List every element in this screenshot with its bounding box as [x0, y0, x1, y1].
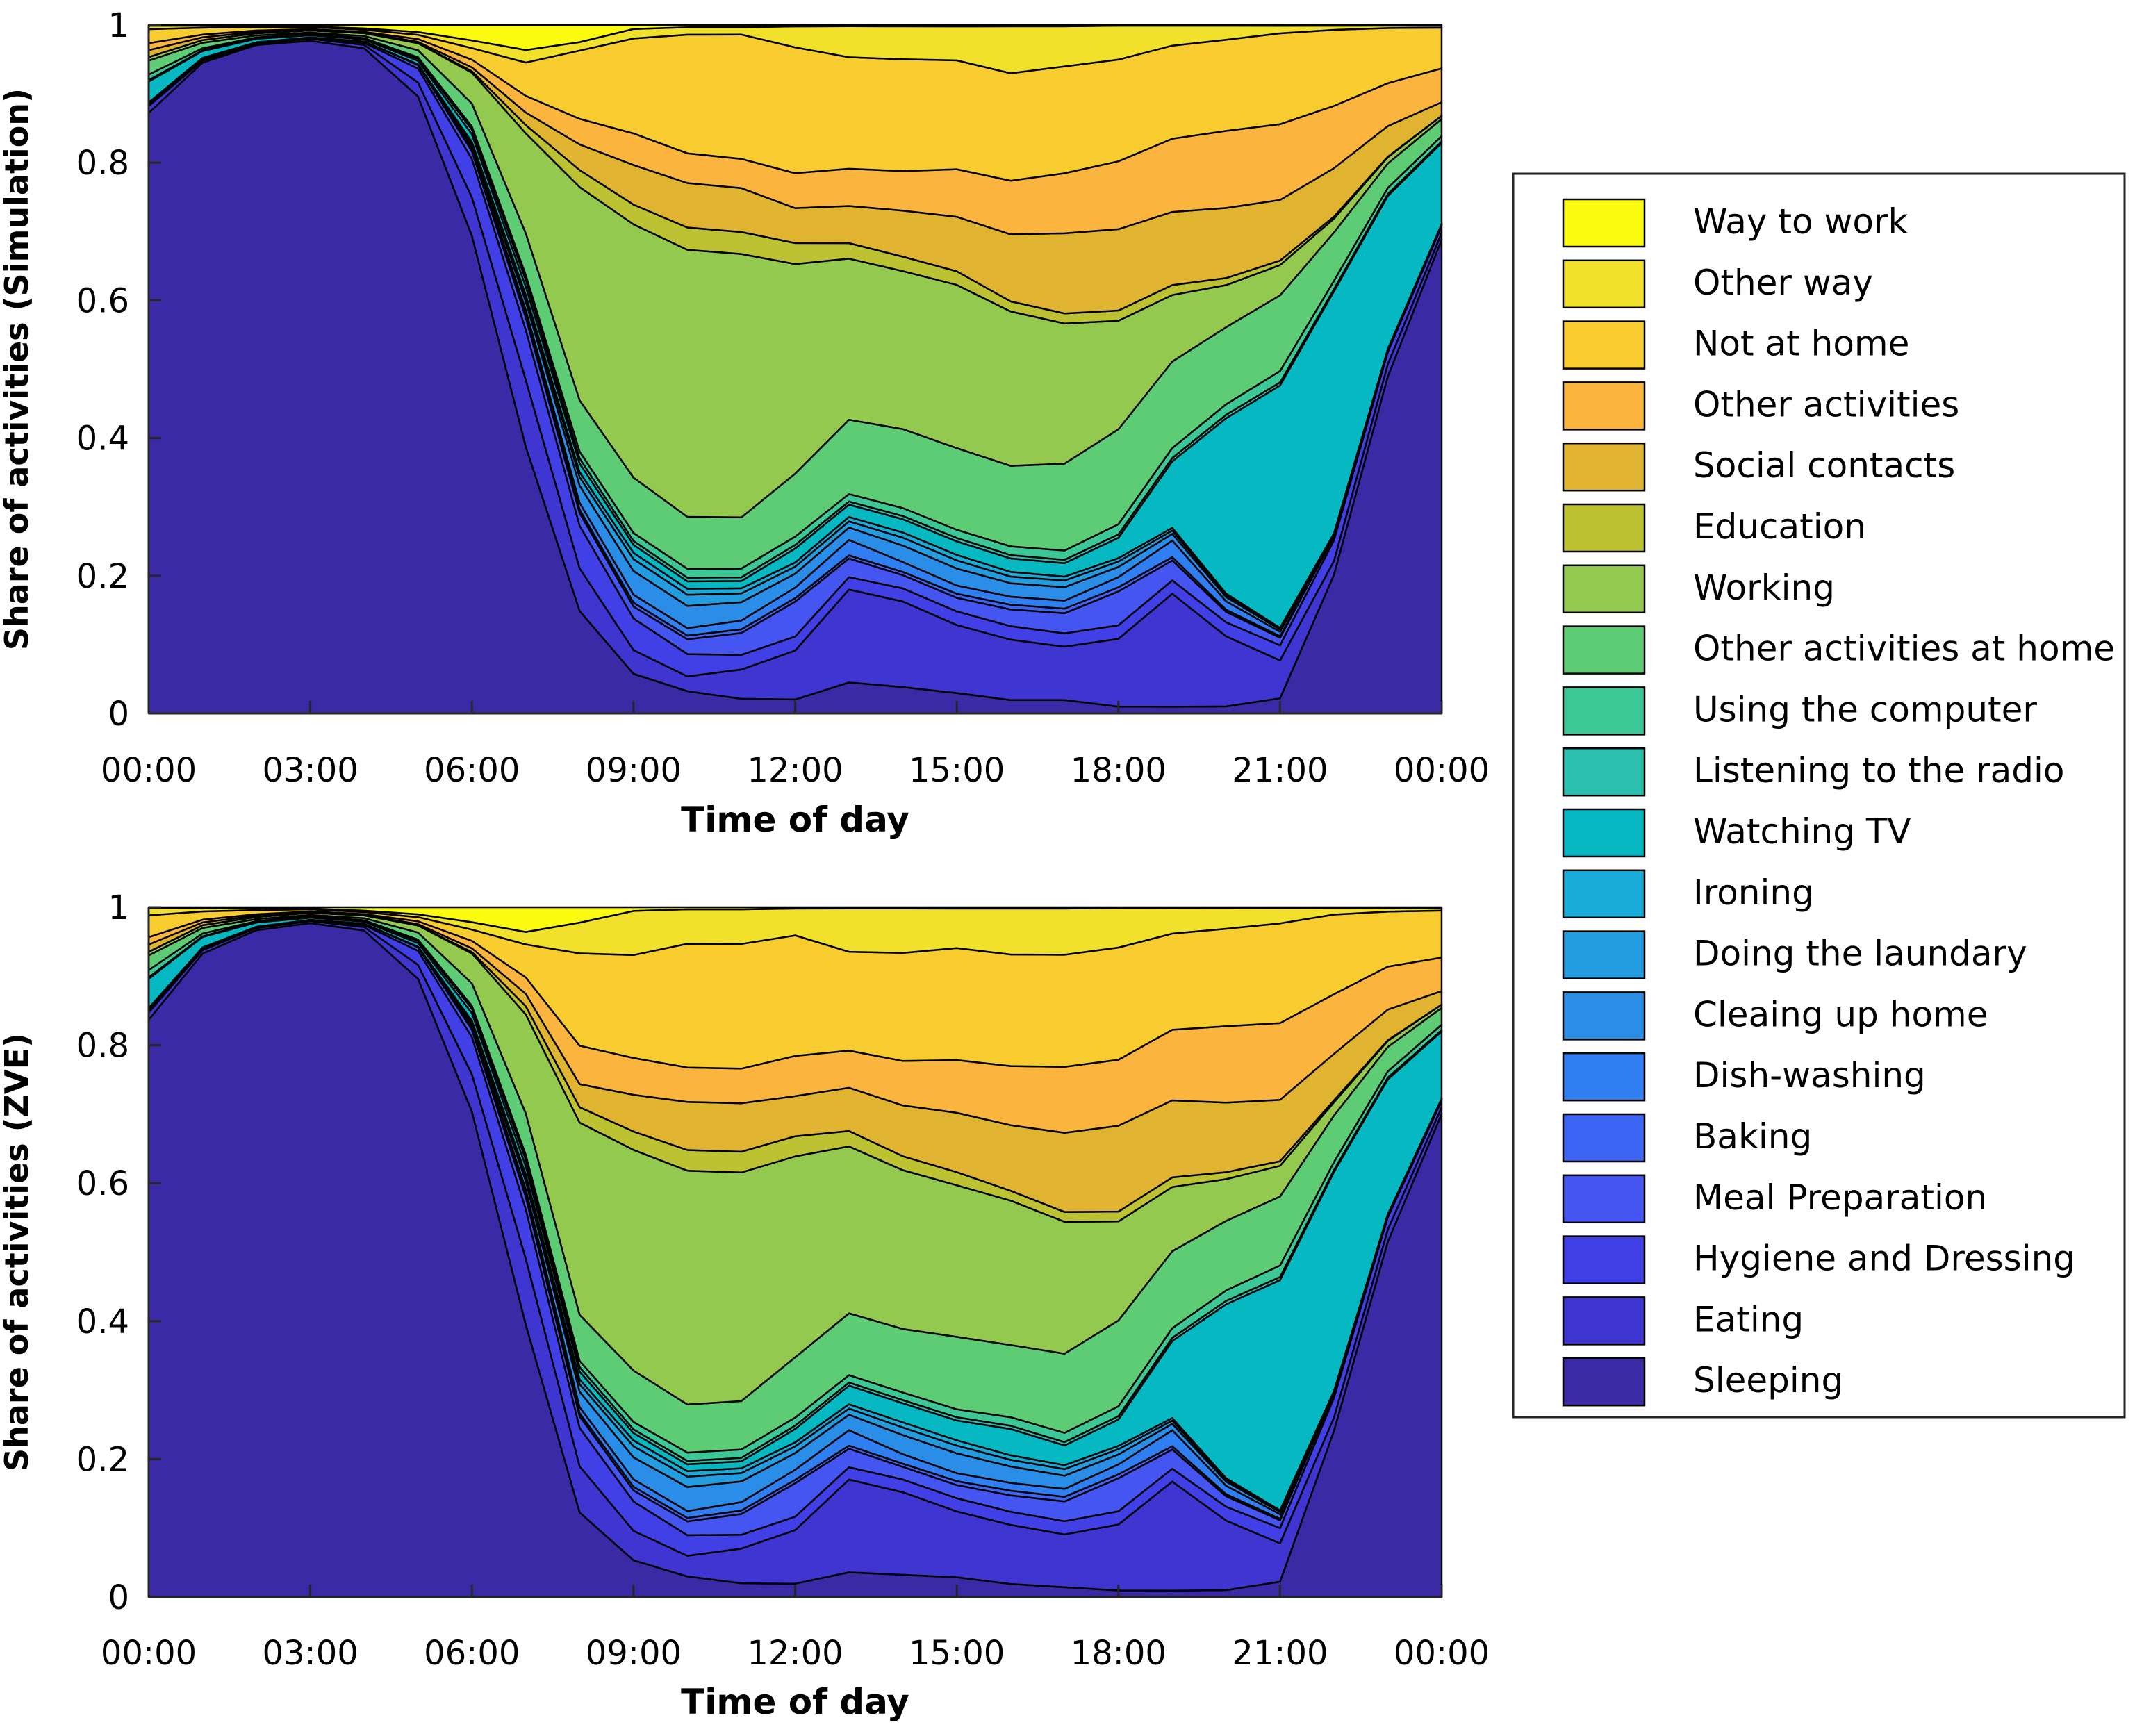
legend-label-working: Working — [1693, 568, 1835, 608]
x-tick-label: 09:00 — [586, 1634, 682, 1673]
legend-label-meal-preparation: Meal Preparation — [1693, 1177, 1987, 1218]
legend-swatch-cleaing-up-home — [1562, 991, 1646, 1041]
legend-label-education: Education — [1693, 506, 1866, 547]
x-tick-label: 06:00 — [424, 751, 520, 790]
x-tick-label: 18:00 — [1071, 751, 1167, 790]
x-axis-label: Time of day — [681, 800, 909, 840]
legend-swatch-doing-the-laundary — [1562, 930, 1646, 979]
legend-swatch-listening-to-the-radio — [1562, 747, 1646, 797]
x-tick-label: 03:00 — [262, 751, 358, 790]
legend-label-way-to-work: Way to work — [1693, 201, 1908, 242]
legend-label-hygiene-and-dressing: Hygiene and Dressing — [1693, 1239, 2075, 1279]
legend-label-other-activities: Other activities — [1693, 384, 1959, 424]
legend-swatch-hygiene-and-dressing — [1562, 1235, 1646, 1284]
legend-swatch-ironing — [1562, 869, 1646, 919]
y-tick-label: 0 — [108, 695, 129, 734]
legend-swatch-baking — [1562, 1113, 1646, 1163]
legend-swatch-social-contacts — [1562, 442, 1646, 492]
x-tick-label: 15:00 — [909, 1634, 1005, 1673]
y-tick-label: 0.4 — [76, 420, 129, 458]
y-tick-label: 0.6 — [76, 281, 129, 320]
y-tick-label: 1 — [108, 888, 129, 927]
legend-swatch-other-activities-at-home — [1562, 625, 1646, 675]
y-tick-label: 0.4 — [76, 1303, 129, 1341]
y-tick-label: 1 — [108, 6, 129, 45]
x-tick-label: 03:00 — [262, 1634, 358, 1673]
legend-label-doing-the-laundary: Doing the laundary — [1693, 934, 2027, 974]
x-tick-label: 12:00 — [747, 751, 843, 790]
legend-label-social-contacts: Social contacts — [1693, 445, 1955, 486]
y-tick-label: 0.8 — [76, 144, 129, 183]
y-tick-label: 0.8 — [76, 1027, 129, 1066]
legend-label-using-the-computer: Using the computer — [1693, 689, 2037, 729]
legend-swatch-watching-tv — [1562, 808, 1646, 858]
x-tick-label: 18:00 — [1071, 1634, 1167, 1673]
legend-swatch-way-to-work — [1562, 198, 1646, 248]
x-axis-label: Time of day — [681, 1682, 909, 1722]
y-tick-label: 0 — [108, 1578, 129, 1617]
x-tick-label: 21:00 — [1232, 1634, 1328, 1673]
chart-simulation: 00:00 03:00 06:00 09:00 12:00 15:00 18:00 21:00… — [0, 6, 1490, 840]
legend-swatch-other-activities — [1562, 381, 1646, 431]
x-tick-label: 15:00 — [909, 751, 1005, 790]
x-tick-label: 09:00 — [586, 751, 682, 790]
legend-label-eating: Eating — [1693, 1299, 1804, 1339]
legend-label-sleeping: Sleeping — [1693, 1360, 1843, 1400]
legend-label-other-activities-at-home: Other activities at home — [1693, 629, 2115, 669]
x-tick-label: 00:00 — [101, 1634, 197, 1673]
area-way-to-work — [147, 24, 1443, 51]
legend-swatch-eating — [1562, 1296, 1646, 1346]
y-axis-label: Share of activities (ZVE) — [0, 1033, 35, 1471]
x-tick-label: 12:00 — [747, 1634, 843, 1673]
chart-zve: 00:00 03:00 06:00 09:00 12:00 15:00 18:00 21:00… — [0, 888, 1490, 1722]
legend-swatch-meal-preparation — [1562, 1174, 1646, 1224]
legend-label-listening-to-the-radio: Listening to the radio — [1693, 750, 2065, 791]
legend-swatch-not-at-home — [1562, 320, 1646, 370]
y-axis-label: Share of activities (Simulation) — [0, 88, 35, 650]
legend-swatch-sleeping — [1562, 1357, 1646, 1407]
legend-swatch-education — [1562, 503, 1646, 553]
x-tick-label: 06:00 — [424, 1634, 520, 1673]
legend-label-ironing: Ironing — [1693, 873, 1814, 913]
y-tick-label: 0.2 — [76, 1440, 129, 1479]
x-tick-label: 00:00 — [101, 751, 197, 790]
legend-label-baking: Baking — [1693, 1116, 1812, 1157]
area-way-to-work — [147, 906, 1443, 933]
legend: Way to work Other way Not at home Other act… — [1512, 172, 2126, 1419]
legend-label-cleaing-up-home: Cleaing up home — [1693, 994, 1988, 1034]
legend-label-dish-washing: Dish-washing — [1693, 1055, 1926, 1096]
x-tick-label: 00:00 — [1394, 751, 1490, 790]
legend-swatch-other-way — [1562, 259, 1646, 309]
legend-label-not-at-home: Not at home — [1693, 324, 1909, 364]
legend-label-watching-tv: Watching TV — [1693, 811, 1911, 852]
x-tick-label: 21:00 — [1232, 751, 1328, 790]
legend-swatch-dish-washing — [1562, 1052, 1646, 1102]
y-tick-label: 0.2 — [76, 557, 129, 596]
legend-swatch-working — [1562, 564, 1646, 614]
legend-swatch-using-the-computer — [1562, 686, 1646, 736]
x-tick-label: 00:00 — [1394, 1634, 1490, 1673]
y-tick-label: 0.6 — [76, 1164, 129, 1203]
legend-label-other-way: Other way — [1693, 263, 1873, 303]
